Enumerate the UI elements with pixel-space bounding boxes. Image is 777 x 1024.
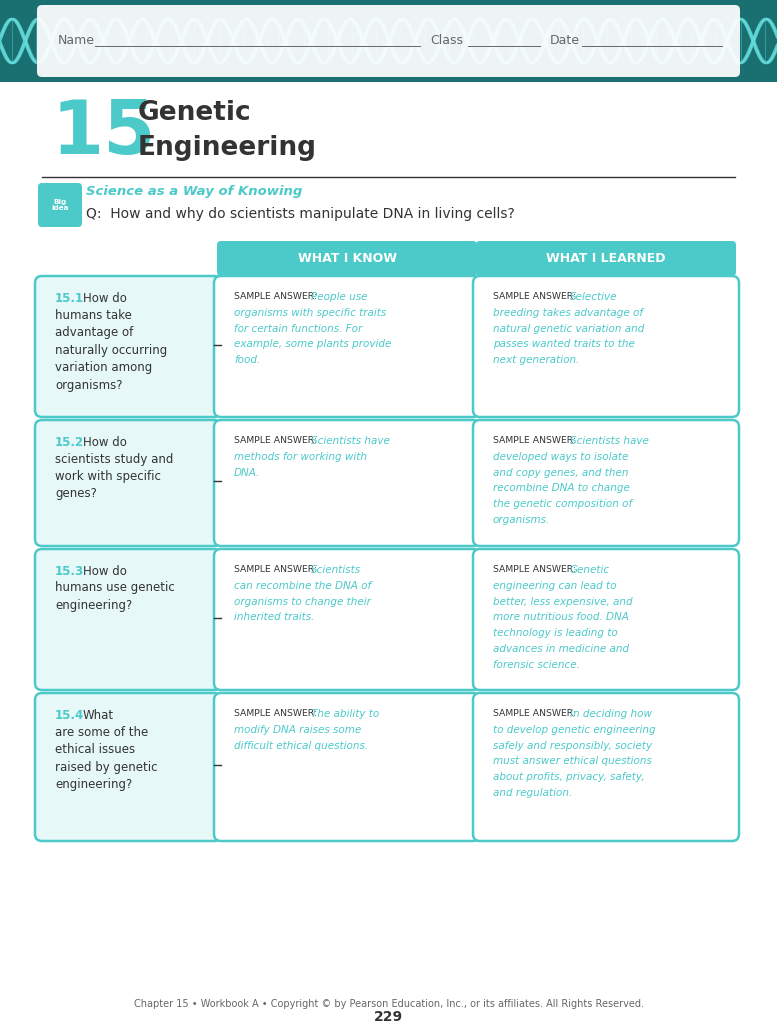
Text: next generation.: next generation. xyxy=(493,355,580,366)
Text: SAMPLE ANSWER:: SAMPLE ANSWER: xyxy=(234,709,323,718)
Text: Class: Class xyxy=(430,35,463,47)
FancyBboxPatch shape xyxy=(473,549,739,690)
Text: must answer ethical questions: must answer ethical questions xyxy=(493,757,652,766)
Text: the genetic composition of: the genetic composition of xyxy=(493,499,632,509)
Text: more nutritious food. DNA: more nutritious food. DNA xyxy=(493,612,629,623)
Text: How do: How do xyxy=(83,292,127,305)
FancyBboxPatch shape xyxy=(35,420,221,546)
Text: inherited traits.: inherited traits. xyxy=(234,612,315,623)
Text: forensic science.: forensic science. xyxy=(493,659,580,670)
FancyBboxPatch shape xyxy=(473,693,739,841)
Text: natural genetic variation and: natural genetic variation and xyxy=(493,324,644,334)
Text: How do: How do xyxy=(83,436,127,449)
Text: modify DNA raises some: modify DNA raises some xyxy=(234,725,361,735)
Text: DNA.: DNA. xyxy=(234,468,260,477)
Text: Chapter 15 • Workbook A • Copyright © by Pearson Education, Inc., or its affilia: Chapter 15 • Workbook A • Copyright © by… xyxy=(134,999,643,1009)
Text: WHAT I KNOW: WHAT I KNOW xyxy=(298,252,396,265)
Text: Q:  How and why do scientists manipulate DNA in living cells?: Q: How and why do scientists manipulate … xyxy=(86,207,514,221)
Text: passes wanted traits to the: passes wanted traits to the xyxy=(493,339,635,349)
Text: humans use genetic
engineering?: humans use genetic engineering? xyxy=(55,582,175,612)
Text: better, less expensive, and: better, less expensive, and xyxy=(493,597,632,606)
Text: Genetic: Genetic xyxy=(570,565,610,575)
Text: 15: 15 xyxy=(52,97,156,170)
Text: SAMPLE ANSWER:: SAMPLE ANSWER: xyxy=(493,292,582,301)
Text: about profits, privacy, safety,: about profits, privacy, safety, xyxy=(493,772,644,782)
Text: Scientists: Scientists xyxy=(311,565,361,575)
FancyBboxPatch shape xyxy=(476,241,736,276)
Text: scientists study and
work with specific
genes?: scientists study and work with specific … xyxy=(55,453,173,501)
Text: 15.4: 15.4 xyxy=(55,709,84,722)
Text: are some of the
ethical issues
raised by genetic
engineering?: are some of the ethical issues raised by… xyxy=(55,725,158,791)
Text: advances in medicine and: advances in medicine and xyxy=(493,644,629,654)
FancyBboxPatch shape xyxy=(473,420,739,546)
FancyBboxPatch shape xyxy=(35,276,221,417)
FancyBboxPatch shape xyxy=(214,420,480,546)
Text: SAMPLE ANSWER:: SAMPLE ANSWER: xyxy=(493,709,582,718)
Text: In deciding how: In deciding how xyxy=(570,709,652,719)
Text: developed ways to isolate: developed ways to isolate xyxy=(493,452,629,462)
FancyBboxPatch shape xyxy=(37,5,740,77)
Text: SAMPLE ANSWER:: SAMPLE ANSWER: xyxy=(234,565,323,574)
Text: humans take
advantage of
naturally occurring
variation among
organisms?: humans take advantage of naturally occur… xyxy=(55,308,167,391)
FancyBboxPatch shape xyxy=(473,276,739,417)
Text: methods for working with: methods for working with xyxy=(234,452,367,462)
Text: Name: Name xyxy=(58,35,95,47)
Text: WHAT I LEARNED: WHAT I LEARNED xyxy=(546,252,666,265)
Text: Science as a Way of Knowing: Science as a Way of Knowing xyxy=(86,185,302,198)
Text: breeding takes advantage of: breeding takes advantage of xyxy=(493,308,643,317)
Text: and regulation.: and regulation. xyxy=(493,788,572,798)
FancyBboxPatch shape xyxy=(38,183,82,227)
Text: Date: Date xyxy=(550,35,580,47)
Text: organisms to change their: organisms to change their xyxy=(234,597,371,606)
Text: engineering can lead to: engineering can lead to xyxy=(493,581,616,591)
Text: can recombine the DNA of: can recombine the DNA of xyxy=(234,581,371,591)
Text: How do: How do xyxy=(83,565,127,578)
Text: to develop genetic engineering: to develop genetic engineering xyxy=(493,725,656,735)
Text: 15.2: 15.2 xyxy=(55,436,84,449)
Text: Selective: Selective xyxy=(570,292,617,302)
Text: and copy genes, and then: and copy genes, and then xyxy=(493,468,629,477)
FancyBboxPatch shape xyxy=(214,276,480,417)
Text: SAMPLE ANSWER:: SAMPLE ANSWER: xyxy=(493,436,582,445)
Text: safely and responsibly, society: safely and responsibly, society xyxy=(493,740,652,751)
FancyBboxPatch shape xyxy=(217,241,477,276)
Text: SAMPLE ANSWER:: SAMPLE ANSWER: xyxy=(234,292,323,301)
Text: technology is leading to: technology is leading to xyxy=(493,628,618,638)
Text: Engineering: Engineering xyxy=(138,135,317,161)
Text: for certain functions. For: for certain functions. For xyxy=(234,324,362,334)
Text: organisms with specific traits: organisms with specific traits xyxy=(234,308,386,317)
Text: Scientists have: Scientists have xyxy=(570,436,649,446)
Text: 15.3: 15.3 xyxy=(55,565,84,578)
Text: recombine DNA to change: recombine DNA to change xyxy=(493,483,630,494)
FancyBboxPatch shape xyxy=(214,693,480,841)
Text: SAMPLE ANSWER:: SAMPLE ANSWER: xyxy=(493,565,582,574)
FancyBboxPatch shape xyxy=(214,549,480,690)
FancyBboxPatch shape xyxy=(35,693,221,841)
Text: Scientists have: Scientists have xyxy=(311,436,390,446)
Text: 229: 229 xyxy=(374,1010,403,1024)
Text: What: What xyxy=(83,709,114,722)
Text: example, some plants provide: example, some plants provide xyxy=(234,339,392,349)
FancyBboxPatch shape xyxy=(35,549,221,690)
Text: 15.1: 15.1 xyxy=(55,292,84,305)
FancyBboxPatch shape xyxy=(0,0,777,82)
Text: Genetic: Genetic xyxy=(138,100,252,126)
Text: difficult ethical questions.: difficult ethical questions. xyxy=(234,740,368,751)
Text: SAMPLE ANSWER:: SAMPLE ANSWER: xyxy=(234,436,323,445)
Text: The ability to: The ability to xyxy=(311,709,379,719)
Text: food.: food. xyxy=(234,355,260,366)
Text: organisms.: organisms. xyxy=(493,515,550,525)
Text: People use: People use xyxy=(311,292,368,302)
Text: Big
idea: Big idea xyxy=(51,199,68,211)
